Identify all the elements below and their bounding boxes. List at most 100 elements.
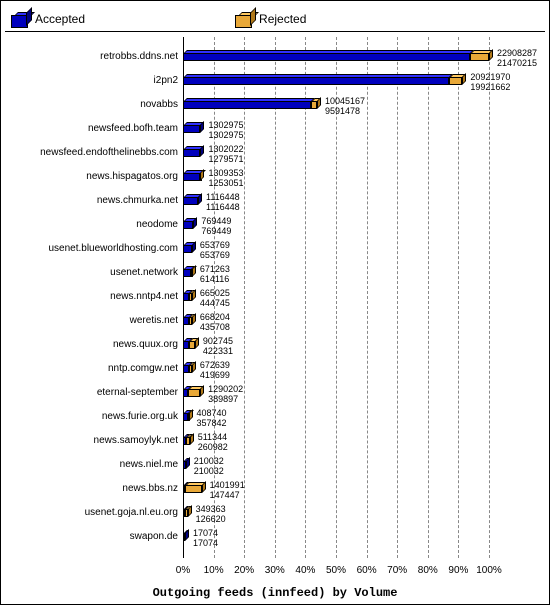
value-labels: 100451679591478 <box>325 96 365 116</box>
bar-rejected <box>191 266 192 276</box>
chart-container: Accepted Rejected 0%10%20%30%40%50%60%70… <box>0 0 550 605</box>
value-total: 1302022 <box>208 144 243 154</box>
legend-swatch-accepted <box>11 12 29 26</box>
value-total: 1302975 <box>208 120 243 130</box>
value-labels: 2092197019921662 <box>470 72 510 92</box>
value-total: 17074 <box>193 528 218 538</box>
x-tick-label: 0% <box>176 565 190 576</box>
bar-accepted <box>183 194 198 204</box>
value-labels: 1290202389897 <box>208 384 243 404</box>
plot-area: 0%10%20%30%40%50%60%70%80%90%100%2290828… <box>1 37 549 576</box>
x-tick-label: 10% <box>204 565 224 576</box>
row-label: retrobbs.ddns.net <box>1 45 183 69</box>
row-label: weretis.net <box>1 309 183 333</box>
bar-rejected <box>449 74 462 84</box>
value-labels: 408740357842 <box>197 408 227 428</box>
value-accepted: 17074 <box>193 538 218 548</box>
value-total: 769449 <box>201 216 231 226</box>
value-accepted: 435708 <box>200 322 230 332</box>
value-labels: 902745422331 <box>203 336 233 356</box>
value-accepted: 389897 <box>208 394 243 404</box>
bar-rejected <box>189 290 192 300</box>
row-label: usenet.goja.nl.eu.org <box>1 501 183 525</box>
value-accepted: 357842 <box>197 418 227 428</box>
value-labels: 653769653769 <box>200 240 230 260</box>
value-total: 1309353 <box>208 168 243 178</box>
bar-rejected <box>189 314 192 324</box>
row-label: novabbs <box>1 93 183 117</box>
row-label: newsfeed.bofh.team <box>1 117 183 141</box>
value-total: 511344 <box>198 432 228 442</box>
value-accepted: 653769 <box>200 250 230 260</box>
value-accepted: 769449 <box>201 226 231 236</box>
bar-rejected <box>189 338 195 348</box>
value-total: 20921970 <box>470 72 510 82</box>
grid-line <box>275 37 276 558</box>
value-labels: 665025444745 <box>200 288 230 308</box>
value-labels: 13029751302975 <box>208 120 243 140</box>
value-total: 671263 <box>200 264 230 274</box>
value-labels: 511344260982 <box>198 432 228 452</box>
row-label: news.quux.org <box>1 333 183 357</box>
row-label: news.chmurka.net <box>1 189 183 213</box>
value-total: 408740 <box>197 408 227 418</box>
bar-rejected <box>189 362 192 372</box>
grid-line <box>428 37 429 558</box>
x-tick-label: 90% <box>448 565 468 576</box>
row-label: news.furie.org.uk <box>1 405 183 429</box>
bar-rejected <box>185 506 188 516</box>
legend-divider <box>5 31 545 32</box>
legend-swatch-rejected <box>235 12 253 26</box>
value-accepted: 260982 <box>198 442 228 452</box>
value-labels: 1401991147447 <box>210 480 245 500</box>
value-labels: 210032210032 <box>194 456 224 476</box>
value-accepted: 422331 <box>203 346 233 356</box>
row-label: news.bbs.nz <box>1 477 183 501</box>
x-tick-label: 60% <box>357 565 377 576</box>
value-accepted: 444745 <box>200 298 230 308</box>
value-accepted: 1253051 <box>208 178 243 188</box>
xaxis-title: Outgoing feeds (innfeed) by Volume <box>1 586 549 600</box>
x-tick-label: 100% <box>476 565 502 576</box>
value-accepted: 19921662 <box>470 82 510 92</box>
row-label: nntp.comgw.net <box>1 357 183 381</box>
value-total: 1401991 <box>210 480 245 490</box>
value-total: 672639 <box>200 360 230 370</box>
value-accepted: 147447 <box>210 490 245 500</box>
value-accepted: 1116448 <box>206 202 240 212</box>
row-label: usenet.network <box>1 261 183 285</box>
legend-item-accepted: Accepted <box>11 12 85 26</box>
row-label: eternal-september <box>1 381 183 405</box>
bar-rejected <box>185 482 202 492</box>
value-labels: 671263614116 <box>200 264 230 284</box>
row-label: usenet.blueworldhosting.com <box>1 237 183 261</box>
x-tick-label: 80% <box>418 565 438 576</box>
value-accepted: 419699 <box>200 370 230 380</box>
row-label: neodome <box>1 213 183 237</box>
value-accepted: 9591478 <box>325 106 365 116</box>
bar-accepted <box>183 146 200 156</box>
grid-line <box>367 37 368 558</box>
bar-rejected <box>188 386 200 396</box>
x-tick-label: 50% <box>326 565 346 576</box>
bar-accepted <box>183 170 200 180</box>
bar-accepted <box>183 242 192 252</box>
value-labels: 1707417074 <box>193 528 218 548</box>
value-labels: 668204435708 <box>200 312 230 332</box>
row-label: news.niel.me <box>1 453 183 477</box>
row-label: newsfeed.endofthelinebbs.com <box>1 141 183 165</box>
value-total: 1116448 <box>206 192 240 202</box>
row-label: news.nntp4.net <box>1 285 183 309</box>
value-accepted: 1279571 <box>208 154 243 164</box>
bar-rejected <box>200 170 201 180</box>
x-tick-label: 40% <box>295 565 315 576</box>
bar-accepted <box>183 74 449 84</box>
value-labels: 11164481116448 <box>206 192 240 212</box>
value-labels: 769449769449 <box>201 216 231 236</box>
bar-accepted <box>183 266 191 276</box>
legend: Accepted Rejected <box>1 5 549 33</box>
value-labels: 13020221279571 <box>208 144 243 164</box>
value-accepted: 1302975 <box>208 130 243 140</box>
value-total: 653769 <box>200 240 230 250</box>
value-total: 349363 <box>196 504 226 514</box>
